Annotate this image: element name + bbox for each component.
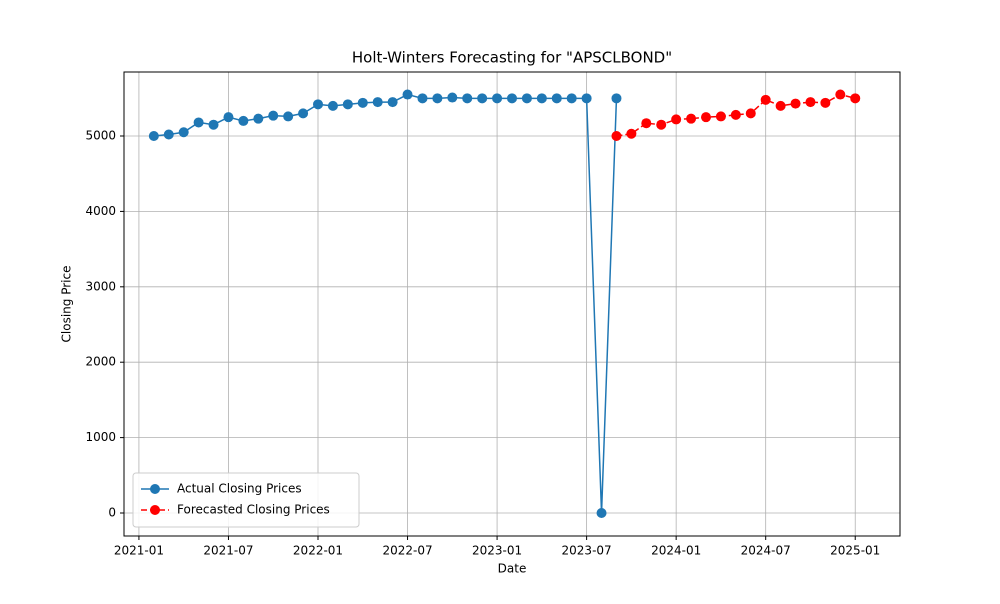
data-point <box>298 108 309 119</box>
data-point <box>760 94 771 105</box>
data-point <box>551 93 562 104</box>
data-point <box>163 129 174 140</box>
data-point <box>357 97 368 108</box>
data-point <box>178 127 189 138</box>
data-point <box>626 128 637 139</box>
data-point <box>790 98 801 109</box>
data-point <box>611 93 622 104</box>
plot-frame <box>123 71 901 537</box>
x-tick-label: 2025-01 <box>830 544 880 558</box>
y-tick-label: 5000 <box>85 129 116 143</box>
data-point <box>223 112 234 123</box>
legend-label: Forecasted Closing Prices <box>177 503 330 517</box>
data-point <box>208 119 219 130</box>
data-point <box>686 113 697 124</box>
data-point <box>387 97 398 108</box>
data-point <box>671 114 682 125</box>
y-tick-label: 0 <box>108 506 116 520</box>
legend-marker <box>150 484 160 494</box>
x-tick-label: 2021-01 <box>114 544 164 558</box>
data-point <box>730 109 741 120</box>
data-point <box>701 112 711 123</box>
y-tick-label: 1000 <box>85 430 116 444</box>
data-point <box>342 99 353 110</box>
data-point <box>775 100 786 111</box>
data-point <box>432 93 443 104</box>
x-tick-label: 2024-01 <box>651 544 701 558</box>
data-point <box>656 119 667 130</box>
y-tick-label: 4000 <box>85 204 116 218</box>
data-point <box>805 97 816 108</box>
data-point <box>402 89 413 100</box>
x-tick-label: 2023-01 <box>472 544 522 558</box>
data-point <box>536 93 547 104</box>
data-point <box>820 97 831 108</box>
data-point <box>327 100 338 111</box>
chart-title: Holt-Winters Forecasting for "APSCLBOND" <box>352 49 672 67</box>
y-axis-label: Closing Price <box>60 266 74 343</box>
data-point <box>611 131 622 142</box>
data-point <box>268 110 279 121</box>
legend-box <box>132 472 360 528</box>
x-tick-label: 2022-01 <box>293 544 343 558</box>
data-point <box>238 115 249 126</box>
data-point <box>477 93 488 104</box>
x-tick-label: 2024-07 <box>741 544 791 558</box>
data-point <box>447 92 458 103</box>
data-point <box>521 93 532 104</box>
legend-label: Actual Closing Prices <box>177 482 302 496</box>
data-point <box>417 93 428 104</box>
data-point <box>462 93 473 104</box>
y-tick-label: 2000 <box>85 355 116 369</box>
x-tick-label: 2023-07 <box>562 544 612 558</box>
data-point <box>492 93 503 104</box>
data-point <box>193 117 204 128</box>
data-point <box>835 89 846 100</box>
data-point <box>253 113 264 124</box>
data-point <box>283 111 294 122</box>
data-point <box>566 93 577 104</box>
data-point <box>641 118 652 129</box>
data-point <box>507 93 517 104</box>
data-point <box>850 93 861 104</box>
y-tick-label: 3000 <box>85 279 116 293</box>
data-point <box>715 111 726 122</box>
x-axis-label: Date <box>498 562 527 576</box>
data-point <box>372 97 383 108</box>
data-point <box>745 108 756 119</box>
data-point <box>148 131 159 142</box>
data-point <box>313 99 323 110</box>
x-tick-label: 2022-07 <box>382 544 432 558</box>
data-point <box>596 508 607 519</box>
data-point <box>581 93 592 104</box>
legend-marker <box>150 505 160 515</box>
x-tick-label: 2021-07 <box>203 544 253 558</box>
